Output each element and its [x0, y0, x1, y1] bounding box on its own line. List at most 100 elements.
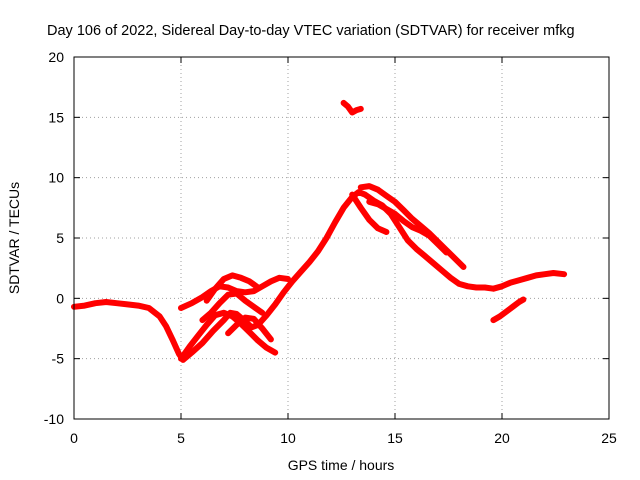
data-point	[306, 259, 312, 265]
data-point	[409, 216, 415, 222]
data-point	[405, 237, 411, 243]
data-point	[366, 183, 372, 189]
data-point	[234, 322, 240, 328]
data-point	[229, 272, 235, 278]
data-point	[516, 299, 522, 305]
data-point	[456, 281, 462, 287]
series-band-main-track	[71, 189, 568, 363]
data-point	[251, 288, 257, 294]
data-point	[375, 225, 381, 231]
data-point	[210, 328, 216, 334]
data-point	[490, 286, 496, 292]
axis-ticks: 0 5 10 15 20 25 -10 -5 0 5 10 15 20	[44, 49, 617, 446]
data-point	[499, 283, 505, 289]
data-point	[272, 350, 278, 356]
data-point	[542, 271, 548, 277]
data-point	[234, 291, 240, 296]
data-point	[225, 330, 231, 336]
data-point	[103, 299, 109, 305]
data-point	[324, 235, 329, 241]
data-point	[383, 206, 389, 212]
data-point	[375, 201, 381, 207]
data-point	[285, 276, 291, 282]
data-point	[247, 329, 252, 335]
data-point	[281, 289, 287, 295]
data-point	[332, 219, 338, 225]
data-point	[238, 275, 244, 281]
data-point	[146, 305, 152, 311]
data-point	[221, 276, 227, 282]
data-point	[448, 275, 454, 281]
data-point	[426, 233, 432, 239]
data-point	[392, 199, 398, 205]
series-band-track-h	[366, 198, 450, 256]
data-point	[516, 277, 522, 283]
x-tick-label: 15	[387, 430, 403, 446]
data-point	[383, 193, 389, 199]
data-point	[251, 316, 257, 322]
data-point	[508, 280, 514, 286]
data-point	[561, 271, 567, 277]
data-point	[247, 278, 252, 284]
data-point	[229, 313, 235, 319]
data-point	[490, 317, 496, 323]
data-point	[375, 187, 381, 193]
y-tick-label: 15	[48, 109, 64, 125]
data-point	[82, 303, 88, 309]
data-point	[356, 189, 362, 195]
data-point	[125, 301, 130, 307]
data-point	[249, 324, 255, 330]
data-point	[439, 268, 445, 274]
data-point	[358, 184, 364, 190]
data-point	[341, 100, 347, 106]
data-point	[199, 340, 205, 346]
data-point	[520, 297, 526, 302]
data-point	[465, 283, 471, 289]
data-point	[366, 199, 372, 205]
data-point	[221, 310, 227, 316]
data-point	[358, 205, 364, 211]
data-point	[383, 229, 389, 235]
data-point	[392, 211, 398, 217]
data-point	[225, 292, 231, 298]
x-tick-label: 0	[70, 430, 78, 446]
data-point	[178, 356, 184, 362]
y-tick-label: -5	[52, 351, 65, 367]
data-point	[401, 207, 407, 213]
data-point	[264, 312, 270, 318]
data-point	[413, 246, 419, 252]
data-point	[169, 336, 175, 342]
x-tick-label: 5	[177, 430, 185, 446]
data-point	[345, 104, 351, 109]
data-point	[264, 345, 270, 351]
data-point	[114, 300, 120, 306]
data-point	[396, 224, 402, 230]
data-point	[135, 303, 141, 309]
data-point	[195, 333, 201, 339]
y-tick-label: -10	[44, 411, 64, 427]
data-point	[497, 313, 503, 319]
y-tick-label: 10	[48, 170, 64, 186]
x-tick-label: 10	[280, 430, 296, 446]
data-point	[189, 350, 195, 356]
data-point	[409, 224, 415, 230]
data-point	[204, 322, 210, 328]
data-point	[255, 285, 261, 290]
data-point	[242, 315, 248, 321]
data-point	[461, 264, 466, 270]
data-point	[276, 275, 282, 281]
data-points	[71, 99, 568, 363]
plot-frame	[73, 56, 610, 420]
data-point	[525, 275, 531, 281]
data-point	[212, 286, 218, 292]
data-point	[443, 250, 449, 255]
data-point	[354, 107, 359, 113]
data-point	[473, 285, 479, 290]
data-point	[268, 336, 274, 342]
data-point	[268, 278, 274, 284]
data-point	[189, 300, 195, 306]
data-point	[349, 192, 355, 198]
data-point	[199, 294, 205, 300]
data-point	[187, 344, 193, 350]
